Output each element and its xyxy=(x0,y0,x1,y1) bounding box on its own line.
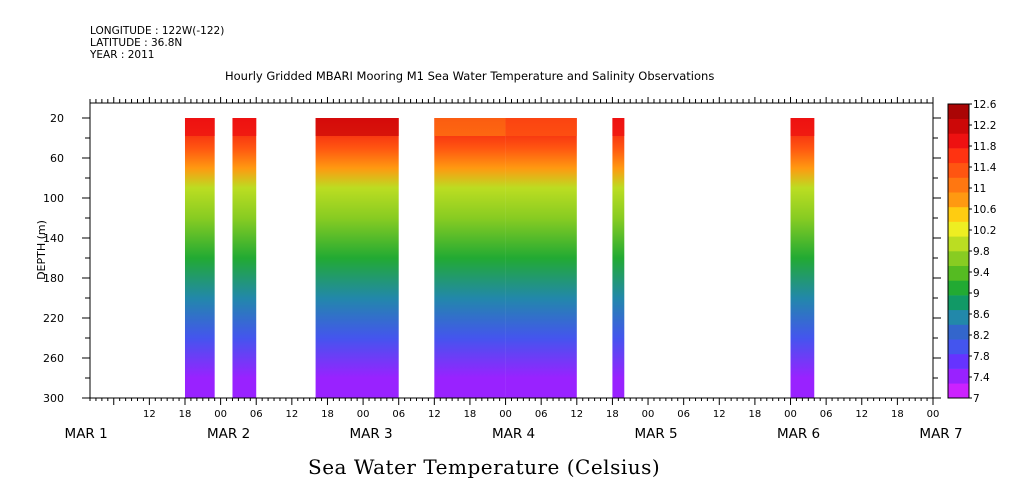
y-axis-label: DEPTH (m) xyxy=(35,220,48,280)
x-hour-tick-label: 06 xyxy=(820,409,833,420)
x-hour-tick-label: 00 xyxy=(357,409,370,420)
x-day-label: MAR 7 xyxy=(919,426,962,442)
colorbar-swatch xyxy=(948,368,969,384)
data-window-1 xyxy=(232,118,257,398)
data-window-5 xyxy=(612,118,625,398)
x-hour-tick-label: 12 xyxy=(855,409,868,420)
x-hour-tick-label: 12 xyxy=(285,409,298,420)
x-day-label: MAR 6 xyxy=(777,426,820,442)
x-hour-tick-label: 00 xyxy=(784,409,797,420)
x-day-label: MAR 5 xyxy=(634,426,677,442)
x-hour-tick-label: 06 xyxy=(392,409,405,420)
surface-layer-5 xyxy=(612,118,625,136)
x-hour-tick-label: 00 xyxy=(642,409,655,420)
data-window-4 xyxy=(505,118,577,398)
x-hour-tick-label: 12 xyxy=(713,409,726,420)
y-tick-label: 100 xyxy=(43,192,64,205)
longitude-label: LONGITUDE : 122W(-122) xyxy=(90,25,225,37)
surface-layer-2 xyxy=(315,118,399,136)
colorbar-swatch xyxy=(948,324,969,340)
x-hour-tick-label: 00 xyxy=(499,409,512,420)
x-hour-tick-label: 00 xyxy=(927,409,940,420)
colorbar-label: 8.6 xyxy=(973,309,990,321)
x-hour-tick-label: 00 xyxy=(214,409,227,420)
chart-title: Hourly Gridded MBARI Mooring M1 Sea Wate… xyxy=(225,69,715,83)
surface-layer-6 xyxy=(790,118,815,136)
x-day-label: MAR 3 xyxy=(350,426,393,442)
colorbar-swatch xyxy=(948,383,969,399)
colorbar-swatch xyxy=(948,251,969,266)
colorbar-swatch xyxy=(948,339,969,355)
x-hour-tick-label: 12 xyxy=(143,409,156,420)
x-day-label: MAR 2 xyxy=(207,426,250,442)
y-tick-label: 220 xyxy=(43,312,64,325)
colorbar-swatch xyxy=(948,221,969,237)
colorbar-label: 11.4 xyxy=(973,162,997,174)
x-day-label: MAR 4 xyxy=(492,426,535,442)
colorbar-label: 7 xyxy=(973,393,980,405)
colorbar-swatch xyxy=(948,118,969,134)
colorbar-swatch xyxy=(948,206,969,222)
year-label: YEAR : 2011 xyxy=(90,49,155,61)
data-window-3 xyxy=(434,118,506,398)
x-hour-tick-label: 18 xyxy=(749,409,762,420)
colorbar-label: 8.2 xyxy=(973,330,990,342)
colorbar-label: 9 xyxy=(973,288,980,300)
y-tick-label: 300 xyxy=(43,392,64,405)
colorbar-label: 12.2 xyxy=(973,120,996,132)
colorbar-swatch xyxy=(948,236,969,252)
colorbar-label: 10.6 xyxy=(973,204,997,216)
colorbar-label: 7.4 xyxy=(973,372,990,384)
y-tick-label: 60 xyxy=(50,152,64,165)
colorbar-swatch xyxy=(948,295,969,311)
colorbar-swatch xyxy=(948,148,969,164)
colorbar-swatch xyxy=(948,265,969,281)
data-window-6 xyxy=(790,118,815,398)
colorbar-swatch xyxy=(948,133,969,149)
y-tick-label: 260 xyxy=(43,352,64,365)
colorbar-swatch xyxy=(948,162,969,178)
y-tick-label: 180 xyxy=(43,272,64,285)
data-window-0 xyxy=(184,118,215,398)
colorbar-label: 9.8 xyxy=(973,246,990,258)
x-hour-tick-label: 06 xyxy=(250,409,263,420)
x-hour-tick-label: 18 xyxy=(891,409,904,420)
x-hour-tick-label: 06 xyxy=(535,409,548,420)
x-hour-tick-label: 18 xyxy=(321,409,334,420)
x-hour-tick-label: 18 xyxy=(464,409,477,420)
colorbar-swatch xyxy=(948,192,969,208)
x-hour-tick-label: 18 xyxy=(606,409,619,420)
x-hour-tick-label: 12 xyxy=(428,409,441,420)
colorbar-label: 9.4 xyxy=(973,267,990,279)
x-day-label: MAR 1 xyxy=(65,426,108,442)
colorbar-label: 7.8 xyxy=(973,351,990,363)
x-hour-tick-label: 06 xyxy=(677,409,690,420)
colorbar-swatch xyxy=(948,353,969,369)
surface-layer-4 xyxy=(505,118,577,136)
chart-subtitle: Sea Water Temperature (Celsius) xyxy=(308,455,661,479)
surface-layer-0 xyxy=(184,118,215,136)
data-window-2 xyxy=(315,118,399,398)
colorbar-swatch xyxy=(948,177,969,193)
latitude-label: LATITUDE : 36.8N xyxy=(90,37,183,49)
surface-layer-1 xyxy=(232,118,257,136)
y-tick-label: 140 xyxy=(43,232,64,245)
colorbar-swatch xyxy=(948,104,969,119)
x-hour-tick-label: 12 xyxy=(570,409,583,420)
colorbar-label: 11.8 xyxy=(973,141,996,153)
colorbar-label: 12.6 xyxy=(973,99,997,111)
axis-layer: 12 18 00 06 12 18 00 06 12 18 00 06 12 18 00 06 12 18 00 06… xyxy=(43,97,963,442)
colorbar-swatch xyxy=(948,280,969,296)
colorbar-swatch xyxy=(948,309,969,325)
surface-layer-3 xyxy=(434,118,506,136)
y-tick-label: 20 xyxy=(50,112,64,125)
colorbar-label: 11 xyxy=(973,183,986,195)
x-hour-tick-label: 18 xyxy=(179,409,192,420)
colorbar-label: 10.2 xyxy=(973,225,996,237)
colorbar: 12.6 12.2 11.8 11.4 11 10.6 10.2 9.8 9.4 9 8.6 8.2 7… xyxy=(947,99,997,405)
data-layer xyxy=(184,118,815,398)
